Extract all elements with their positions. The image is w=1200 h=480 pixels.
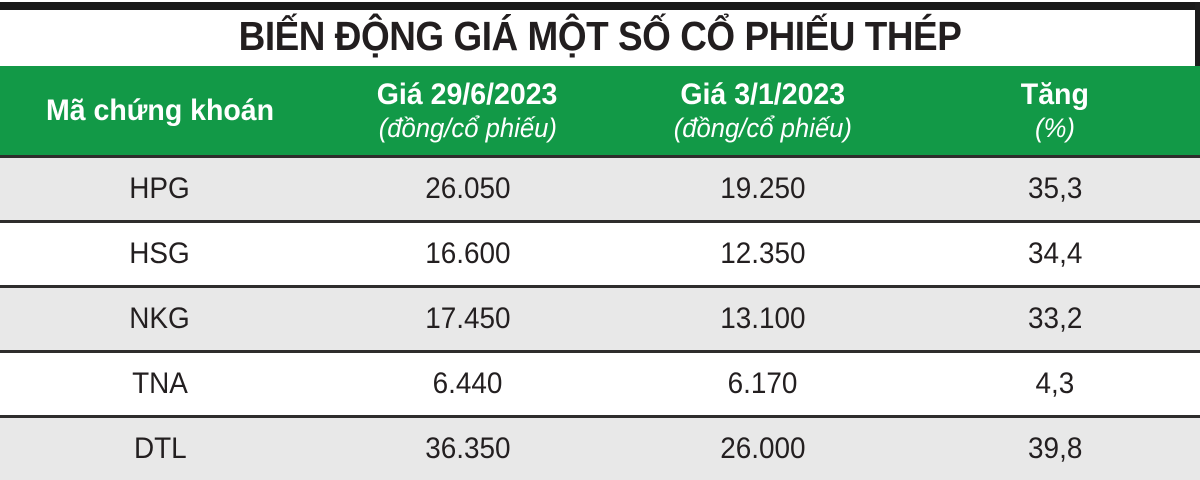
change-value: 4,3 xyxy=(1035,367,1075,400)
table-row-hpg: HPG 26.050 19.250 35,3 xyxy=(0,158,1200,220)
table-row-hsg: HSG 16.600 12.350 34,4 xyxy=(0,220,1200,285)
col-header-sublabel: (%) xyxy=(1035,113,1075,143)
price-new-value: 17.450 xyxy=(424,302,511,335)
cell-change: 33,2 xyxy=(910,288,1200,350)
price-old-value: 12.350 xyxy=(719,237,806,270)
cell-price-new: 6.440 xyxy=(320,353,615,415)
page-title: BIẾN ĐỘNG GIÁ MỘT SỐ CỔ PHIẾU THÉP xyxy=(238,13,962,59)
price-new-value: 36.350 xyxy=(424,432,511,465)
cell-price-old: 12.350 xyxy=(615,223,910,285)
col-header-sublabel: (đồng/cổ phiếu) xyxy=(673,113,852,143)
cell-price-new: 17.450 xyxy=(320,288,615,350)
price-old-value: 6.170 xyxy=(727,367,798,400)
ticker-value: NKG xyxy=(129,302,191,335)
cell-price-old: 6.170 xyxy=(615,353,910,415)
cell-ticker: NKG xyxy=(0,288,320,350)
change-value: 35,3 xyxy=(1027,172,1083,205)
table-row-tna: TNA 6.440 6.170 4,3 xyxy=(0,350,1200,415)
cell-price-new: 16.600 xyxy=(320,223,615,285)
price-new-value: 16.600 xyxy=(424,237,511,270)
cell-price-old: 13.100 xyxy=(615,288,910,350)
cell-change: 39,8 xyxy=(910,418,1200,480)
price-old-value: 13.100 xyxy=(719,302,806,335)
cell-change: 35,3 xyxy=(910,158,1200,220)
col-header-ticker: Mã chứng khoán xyxy=(0,66,320,155)
col-header-label: Mã chứng khoán xyxy=(45,93,275,127)
col-header-change: Tăng (%) xyxy=(910,66,1200,155)
cell-price-old: 19.250 xyxy=(615,158,910,220)
stock-price-table: Mã chứng khoán Giá 29/6/2023 (đồng/cổ ph… xyxy=(0,66,1200,480)
cell-ticker: HSG xyxy=(0,223,320,285)
price-old-value: 26.000 xyxy=(719,432,806,465)
price-new-value: 6.440 xyxy=(432,367,503,400)
cell-price-new: 26.050 xyxy=(320,158,615,220)
col-header-label: Giá 3/1/2023 xyxy=(680,78,845,111)
col-header-price-new: Giá 29/6/2023 (đồng/cổ phiếu) xyxy=(320,66,615,155)
col-header-sublabel: (đồng/cổ phiếu) xyxy=(378,113,557,143)
col-header-price-old: Giá 3/1/2023 (đồng/cổ phiếu) xyxy=(615,66,910,155)
cell-ticker: DTL xyxy=(0,418,320,480)
table-row-dtl: DTL 36.350 26.000 39,8 xyxy=(0,415,1200,480)
ticker-value: DTL xyxy=(133,432,187,465)
change-value: 34,4 xyxy=(1027,237,1083,270)
col-header-label: Tăng xyxy=(1020,78,1090,111)
ticker-value: TNA xyxy=(132,367,188,400)
cell-ticker: HPG xyxy=(0,158,320,220)
table-header-row: Mã chứng khoán Giá 29/6/2023 (đồng/cổ ph… xyxy=(0,66,1200,158)
change-value: 39,8 xyxy=(1027,432,1083,465)
cell-price-new: 36.350 xyxy=(320,418,615,480)
cell-price-old: 26.000 xyxy=(615,418,910,480)
table-row-nkg: NKG 17.450 13.100 33,2 xyxy=(0,285,1200,350)
price-old-value: 19.250 xyxy=(719,172,806,205)
ticker-value: HPG xyxy=(129,172,191,205)
ticker-value: HSG xyxy=(129,237,191,270)
col-header-label: Giá 29/6/2023 xyxy=(377,78,558,111)
cell-change: 34,4 xyxy=(910,223,1200,285)
top-accent-bar xyxy=(0,2,1200,10)
price-new-value: 26.050 xyxy=(424,172,511,205)
cell-change: 4,3 xyxy=(910,353,1200,415)
change-value: 33,2 xyxy=(1027,302,1083,335)
cell-ticker: TNA xyxy=(0,353,320,415)
